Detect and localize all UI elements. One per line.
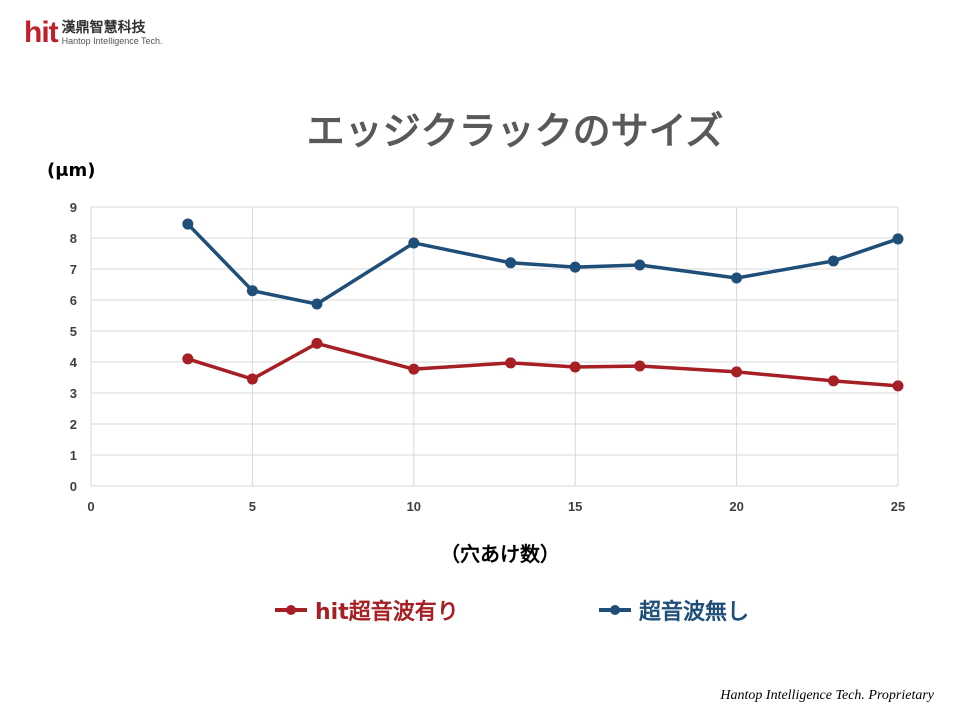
- data-point: [246, 285, 258, 297]
- data-point: [892, 233, 904, 245]
- x-tick-label: 20: [729, 499, 743, 514]
- legend-label: 超音波無し: [639, 600, 750, 625]
- data-point: [408, 363, 420, 375]
- x-tick-label: 25: [891, 499, 905, 514]
- y-tick-label: 0: [70, 479, 77, 494]
- x-axis-label: （穴あけ数）: [440, 542, 560, 566]
- logo-chinese-name: 漢鼎智慧科技: [61, 19, 146, 36]
- data-point: [182, 353, 194, 365]
- y-tick-label: 3: [70, 386, 77, 401]
- data-point: [246, 373, 258, 385]
- x-tick-label: 5: [249, 499, 256, 514]
- y-tick-label: 8: [70, 231, 77, 246]
- data-point: [311, 337, 323, 349]
- y-tick-label: 4: [70, 355, 78, 370]
- data-point: [505, 357, 517, 369]
- data-point: [505, 257, 517, 269]
- legend-item-ultrasonic: hit超音波有り: [273, 594, 459, 626]
- footer-proprietary: Hantop Intelligence Tech. Proprietary: [720, 688, 934, 703]
- data-point: [182, 218, 194, 230]
- x-tick-label: 0: [87, 499, 94, 514]
- legend-marker-red: [275, 605, 307, 615]
- data-point: [408, 237, 420, 249]
- x-tick-label: 15: [568, 499, 582, 514]
- data-point: [634, 360, 646, 372]
- y-tick-label: 6: [70, 293, 77, 308]
- series-line-0: [187, 341, 899, 388]
- data-point: [731, 272, 743, 284]
- company-logo: hit 漢鼎智慧科技 Hantop Intelligence Tech.: [24, 18, 163, 48]
- data-point: [827, 375, 839, 387]
- legend-item-no-ultrasonic: 超音波無し: [597, 594, 749, 626]
- data-point: [569, 361, 581, 373]
- y-tick-label: 1: [70, 448, 77, 463]
- x-tick-label: 10: [407, 499, 421, 514]
- data-point: [634, 259, 646, 271]
- data-point: [311, 298, 323, 310]
- y-tick-label: 5: [70, 324, 77, 339]
- data-point: [731, 366, 743, 378]
- logo-mark: hit: [24, 16, 59, 49]
- y-tick-label: 9: [70, 200, 77, 215]
- legend-marker-blue: [599, 605, 631, 615]
- y-axis-label: (μm): [47, 160, 96, 181]
- chart-title: エッジクラックのサイズ: [306, 109, 724, 153]
- legend-label: hit超音波有り: [315, 600, 459, 625]
- y-tick-label: 7: [70, 262, 77, 277]
- logo-english-name: Hantop Intelligence Tech.: [61, 35, 163, 46]
- y-tick-label: 2: [70, 417, 77, 432]
- data-point: [569, 261, 581, 273]
- data-point: [827, 255, 839, 267]
- data-point: [892, 380, 904, 392]
- series-line-1: [186, 222, 899, 306]
